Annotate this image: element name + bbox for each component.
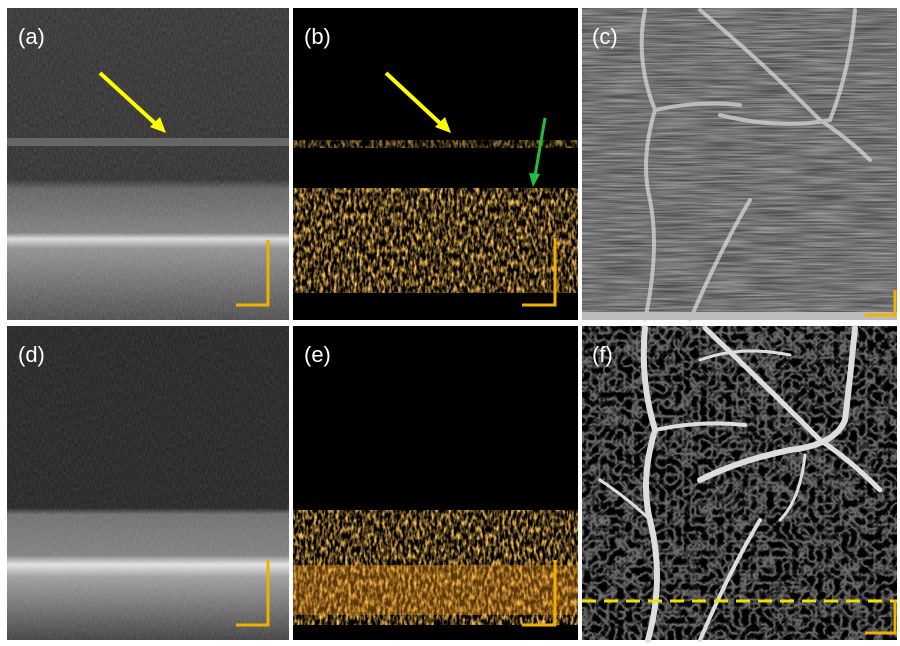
panel-e-glow	[293, 565, 578, 615]
panel-label: (e)	[304, 342, 331, 367]
panel-label: (c)	[592, 24, 618, 49]
artifact-line	[7, 138, 289, 146]
figure: (a) (b) (c) (d) (e) (f)	[0, 0, 900, 646]
panel-b-artifact	[293, 140, 578, 148]
bright-edge	[582, 312, 897, 320]
panel-label: (f)	[592, 342, 613, 367]
panel-label: (b)	[304, 24, 331, 49]
panel-label: (a)	[18, 24, 45, 49]
panel-label: (d)	[18, 342, 45, 367]
panel-d-texture	[7, 326, 289, 640]
panel-b-flow	[293, 188, 578, 293]
panel-a-texture	[7, 8, 289, 320]
